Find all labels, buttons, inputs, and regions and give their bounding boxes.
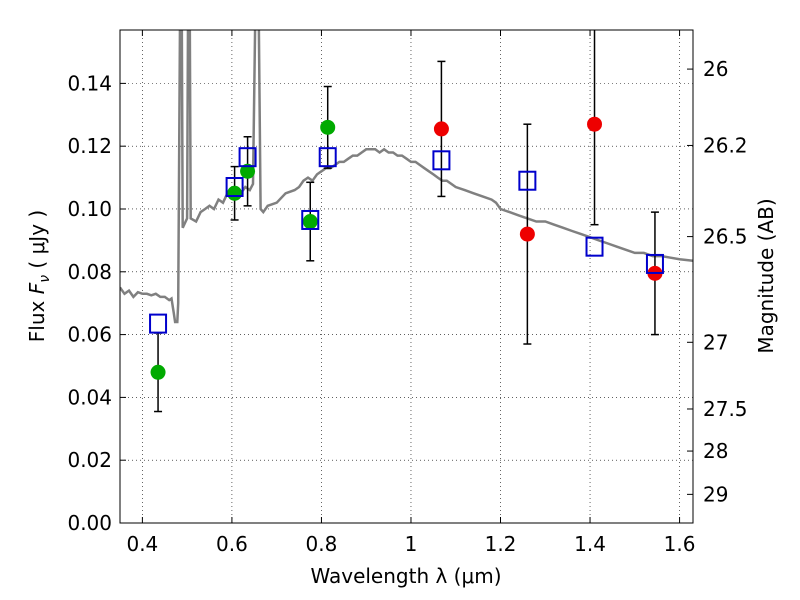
- x-tick-label: 1.6: [664, 532, 696, 556]
- y2-axis-label: Magnitude (AB): [754, 198, 778, 353]
- blue-square-marker: [645, 253, 664, 274]
- x-tick-label: 1: [405, 532, 418, 556]
- y2-tick-label: 26.5: [703, 225, 748, 249]
- red-circle-marker: [433, 121, 449, 137]
- blue-square-marker: [585, 236, 604, 257]
- y2-tick-label: 26.2: [703, 133, 748, 157]
- y-tick-label: 0.12: [67, 134, 112, 158]
- y2-tick-label: 29: [703, 482, 728, 506]
- green-circle-marker: [227, 185, 243, 201]
- y-tick-label: 0.02: [67, 448, 112, 472]
- green-circle-marker: [150, 364, 166, 380]
- blue-square-marker: [432, 150, 451, 171]
- x-tick-label: 0.6: [216, 532, 248, 556]
- green-circle-marker: [302, 214, 318, 230]
- plot-area: [120, 30, 693, 523]
- blue-square-marker: [238, 147, 257, 168]
- y2-tick-label: 27: [703, 330, 728, 354]
- blue-square-marker: [318, 147, 337, 168]
- blue-square-marker: [518, 170, 537, 191]
- red-circle-marker: [519, 226, 535, 242]
- x-tick-label: 1.4: [574, 532, 606, 556]
- y-tick-label: 0.14: [67, 71, 112, 95]
- photometry-points: [149, 30, 664, 413]
- blue-square-marker: [301, 209, 320, 230]
- y2-tick-label: 27.5: [703, 397, 748, 421]
- y2-tick-label: 28: [703, 439, 728, 463]
- blue-square-marker: [225, 177, 244, 198]
- green-circle-marker: [240, 163, 256, 179]
- blue-square-marker: [149, 313, 168, 334]
- x-tick-label: 0.4: [126, 532, 158, 556]
- x-axis-label: Wavelength λ (μm): [310, 564, 501, 588]
- green-circle-marker: [320, 119, 336, 135]
- y-axis-label: Flux Fν ( μJy ): [25, 210, 53, 342]
- x-tick-label: 1.2: [485, 532, 517, 556]
- y-tick-label: 0.04: [67, 385, 112, 409]
- ticks: 0.4 0.6 0.8 1 1.2 1.4 1.6 0.00 0.02 0.04 0.06 0.08 0…: [67, 30, 748, 556]
- y2-tick-label: 26: [703, 57, 728, 81]
- y-tick-label: 0.08: [67, 260, 112, 284]
- plot-frame: [119, 29, 694, 524]
- y-tick-label: 0.00: [67, 511, 112, 535]
- y-tick-label: 0.06: [67, 323, 112, 347]
- y-tick-label: 0.10: [67, 197, 112, 221]
- x-tick-label: 0.8: [306, 532, 338, 556]
- red-circle-marker: [587, 116, 603, 132]
